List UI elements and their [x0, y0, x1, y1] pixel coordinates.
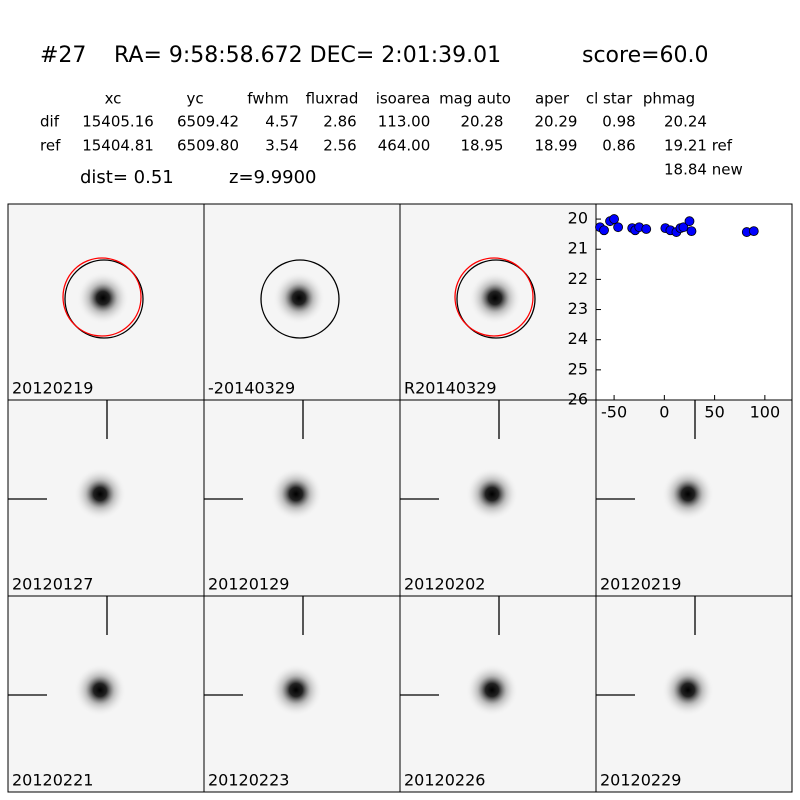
star — [270, 664, 322, 716]
panel-label: 20120229 — [600, 771, 681, 790]
row-label: dif — [40, 113, 60, 131]
table-cell: 464.00 — [378, 137, 431, 155]
table-cell: 19.21 ref — [664, 137, 733, 155]
column-header: isoarea — [376, 90, 431, 108]
table-cell: 6509.80 — [177, 137, 239, 155]
panel-label: -20140329 — [208, 379, 295, 398]
table-cell: 2.56 — [323, 137, 356, 155]
star — [662, 664, 714, 716]
x-tick-label: 0 — [659, 403, 669, 422]
star — [273, 272, 325, 324]
data-point — [641, 224, 652, 234]
y-tick-label: 25 — [568, 359, 588, 378]
table-cell: 2.86 — [323, 113, 356, 131]
panel-label: 20120202 — [404, 575, 485, 594]
object-id: #27 — [40, 43, 86, 68]
star — [466, 664, 518, 716]
y-tick-label: 24 — [568, 329, 588, 348]
column-header: mag auto — [439, 90, 511, 108]
column-header: yc — [186, 90, 203, 108]
aperture-circle — [454, 257, 534, 337]
column-header: phmag — [643, 90, 695, 108]
table-note: 18.84 new — [664, 161, 743, 179]
table-cell: 4.57 — [265, 113, 298, 131]
table-cell: 0.98 — [602, 113, 635, 131]
x-tick-label: 50 — [704, 403, 724, 422]
table-cell: 15405.16 — [82, 113, 154, 131]
data-point — [686, 226, 697, 237]
table-cell: 20.24 — [664, 113, 707, 131]
star — [469, 272, 521, 324]
data-point — [684, 216, 695, 227]
table-cell: 18.99 — [535, 137, 578, 155]
scatter-chart: 20 21 22 23 24 25 26 -50 0 50 100 — [568, 203, 793, 422]
star — [466, 468, 518, 520]
aperture-circle — [64, 259, 144, 339]
table-cell: 15404.81 — [82, 137, 154, 155]
column-header: fwhm — [247, 90, 288, 108]
score: score=60.0 — [582, 43, 709, 68]
data-point — [748, 226, 759, 237]
table-cell: 113.00 — [378, 113, 431, 131]
column-header: aper — [535, 90, 570, 108]
y-tick-label: 26 — [568, 390, 588, 409]
star — [77, 272, 129, 324]
star — [270, 468, 322, 520]
y-tick-label: 23 — [568, 299, 588, 318]
aperture-circle — [260, 259, 340, 339]
table-cell: 0.86 — [602, 137, 635, 155]
column-header: cl star — [586, 90, 633, 108]
table-cell: 3.54 — [265, 137, 298, 155]
x-tick-label: 100 — [750, 403, 781, 422]
panel-label: 20120219 — [600, 575, 681, 594]
stats-table: xc yc fwhm fluxrad isoarea mag auto aper cl sta… — [40, 90, 743, 179]
aperture-circle — [62, 257, 142, 337]
table-cell: 20.29 — [535, 113, 578, 131]
row-label: ref — [40, 137, 61, 155]
panel-label: 20120219 — [12, 379, 93, 398]
data-point — [609, 214, 619, 224]
table-cell: 6509.42 — [177, 113, 239, 131]
column-header: fluxrad — [306, 90, 359, 108]
coordinates: RA= 9:58:58.672 DEC= 2:01:39.01 — [114, 43, 501, 68]
data-point — [613, 222, 624, 233]
y-tick-label: 20 — [568, 209, 588, 228]
table-cell: 18.95 — [461, 137, 504, 155]
panels: 20120219 -20140329 R20140329 20120127 201201… — [7, 203, 793, 793]
panel-label: 20120223 — [208, 771, 289, 790]
x-tick-label: -50 — [601, 403, 627, 422]
panel-label: 20120127 — [12, 575, 93, 594]
panel-label: 20120129 — [208, 575, 289, 594]
table-cell: 20.28 — [461, 113, 504, 131]
distance: dist= 0.51 — [80, 167, 174, 188]
panel-label: 20120221 — [12, 771, 93, 790]
aperture-circle — [456, 259, 536, 339]
y-tick-label: 22 — [568, 269, 588, 288]
plot-area — [595, 203, 793, 401]
z-value: z=9.9900 — [229, 167, 317, 188]
data-point — [678, 222, 689, 233]
star — [74, 664, 126, 716]
panel-label: R20140329 — [404, 379, 497, 398]
star — [662, 468, 714, 520]
panel-label: 20120226 — [404, 771, 485, 790]
y-tick-label: 21 — [568, 239, 588, 258]
star — [74, 468, 126, 520]
data-point — [599, 225, 609, 236]
column-header: xc — [105, 90, 122, 108]
